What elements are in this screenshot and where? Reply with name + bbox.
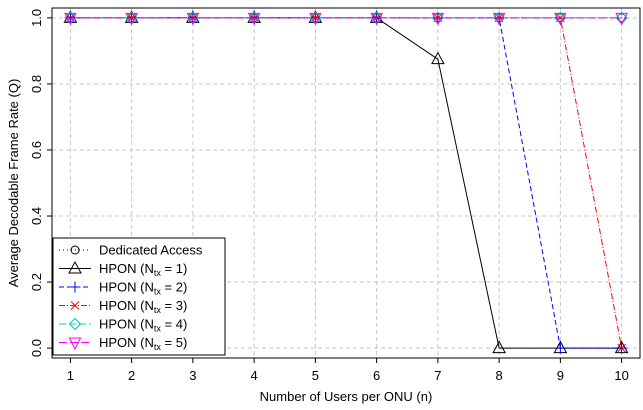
y-tick-label: 0.4 — [29, 207, 44, 225]
legend-marker-3 — [69, 281, 81, 293]
series-4-point — [617, 343, 626, 353]
x-tick-label: 5 — [312, 368, 319, 383]
x-tick-label: 10 — [614, 368, 628, 383]
series-6-point — [247, 12, 261, 26]
x-tick-label: 2 — [128, 368, 135, 383]
x-axis: 1 2 3 4 5 6 7 8 9 10 — [67, 358, 629, 383]
series-6-point — [64, 12, 77, 26]
series-2-point — [492, 340, 506, 354]
y-axis-title: Average Decodable Frame Rate (Q) — [6, 79, 21, 288]
x-axis-title: Number of Users per ONU (n) — [260, 389, 433, 404]
legend-label-6: HPON (Ntx = 5) — [99, 335, 187, 352]
legend-label-5: HPON (Ntx = 4) — [99, 317, 187, 334]
legend-label-2: HPON (Ntx = 1) — [99, 261, 187, 278]
legend-box — [52, 237, 226, 356]
x-tick-label: 4 — [251, 368, 258, 383]
y-tick-label: 1.0 — [29, 9, 44, 27]
legend-label-4: HPON (Ntx = 3) — [99, 298, 187, 315]
grid-lines — [52, 8, 640, 358]
legend-label-1: Dedicated Access — [99, 243, 203, 258]
legend-marker-5 — [68, 317, 82, 331]
series-6-point — [125, 12, 138, 26]
series-6-point — [186, 12, 200, 26]
y-tick-label: 0.2 — [29, 273, 44, 291]
plot-frame — [51, 7, 641, 359]
series-2-point — [431, 51, 445, 65]
legend-marker-4 — [70, 301, 80, 310]
y-tick-label: 0.0 — [29, 339, 44, 357]
legend-marker-1 — [70, 245, 80, 255]
series-6-point — [492, 12, 506, 26]
x-tick-label: 8 — [496, 368, 503, 383]
legend-marker-2 — [68, 260, 82, 274]
x-tick-label: 3 — [189, 368, 196, 383]
series-markers — [63, 10, 629, 354]
series-6-point — [431, 12, 445, 26]
series-6-point — [309, 12, 322, 26]
series-6-point — [615, 12, 628, 26]
series-3-point — [554, 342, 566, 354]
x-tick-label: 9 — [557, 368, 564, 383]
series-6-point — [370, 12, 383, 26]
y-tick-label: 0.8 — [29, 75, 44, 93]
series-6-point — [554, 12, 567, 26]
legend: Dedicated Access HPON (Ntx = 1) HPON (Ntx … — [52, 237, 226, 356]
series-lines — [70, 17, 623, 349]
legend-label-3: HPON (Ntx = 2) — [99, 280, 187, 297]
y-tick-label: 0.6 — [29, 141, 44, 159]
x-tick-label: 6 — [373, 368, 380, 383]
legend-marker-6 — [68, 337, 82, 351]
x-tick-label: 7 — [434, 368, 441, 383]
x-tick-label: 1 — [67, 368, 74, 383]
y-axis: 0.0 0.2 0.4 0.6 0.8 1.0 — [29, 9, 52, 357]
